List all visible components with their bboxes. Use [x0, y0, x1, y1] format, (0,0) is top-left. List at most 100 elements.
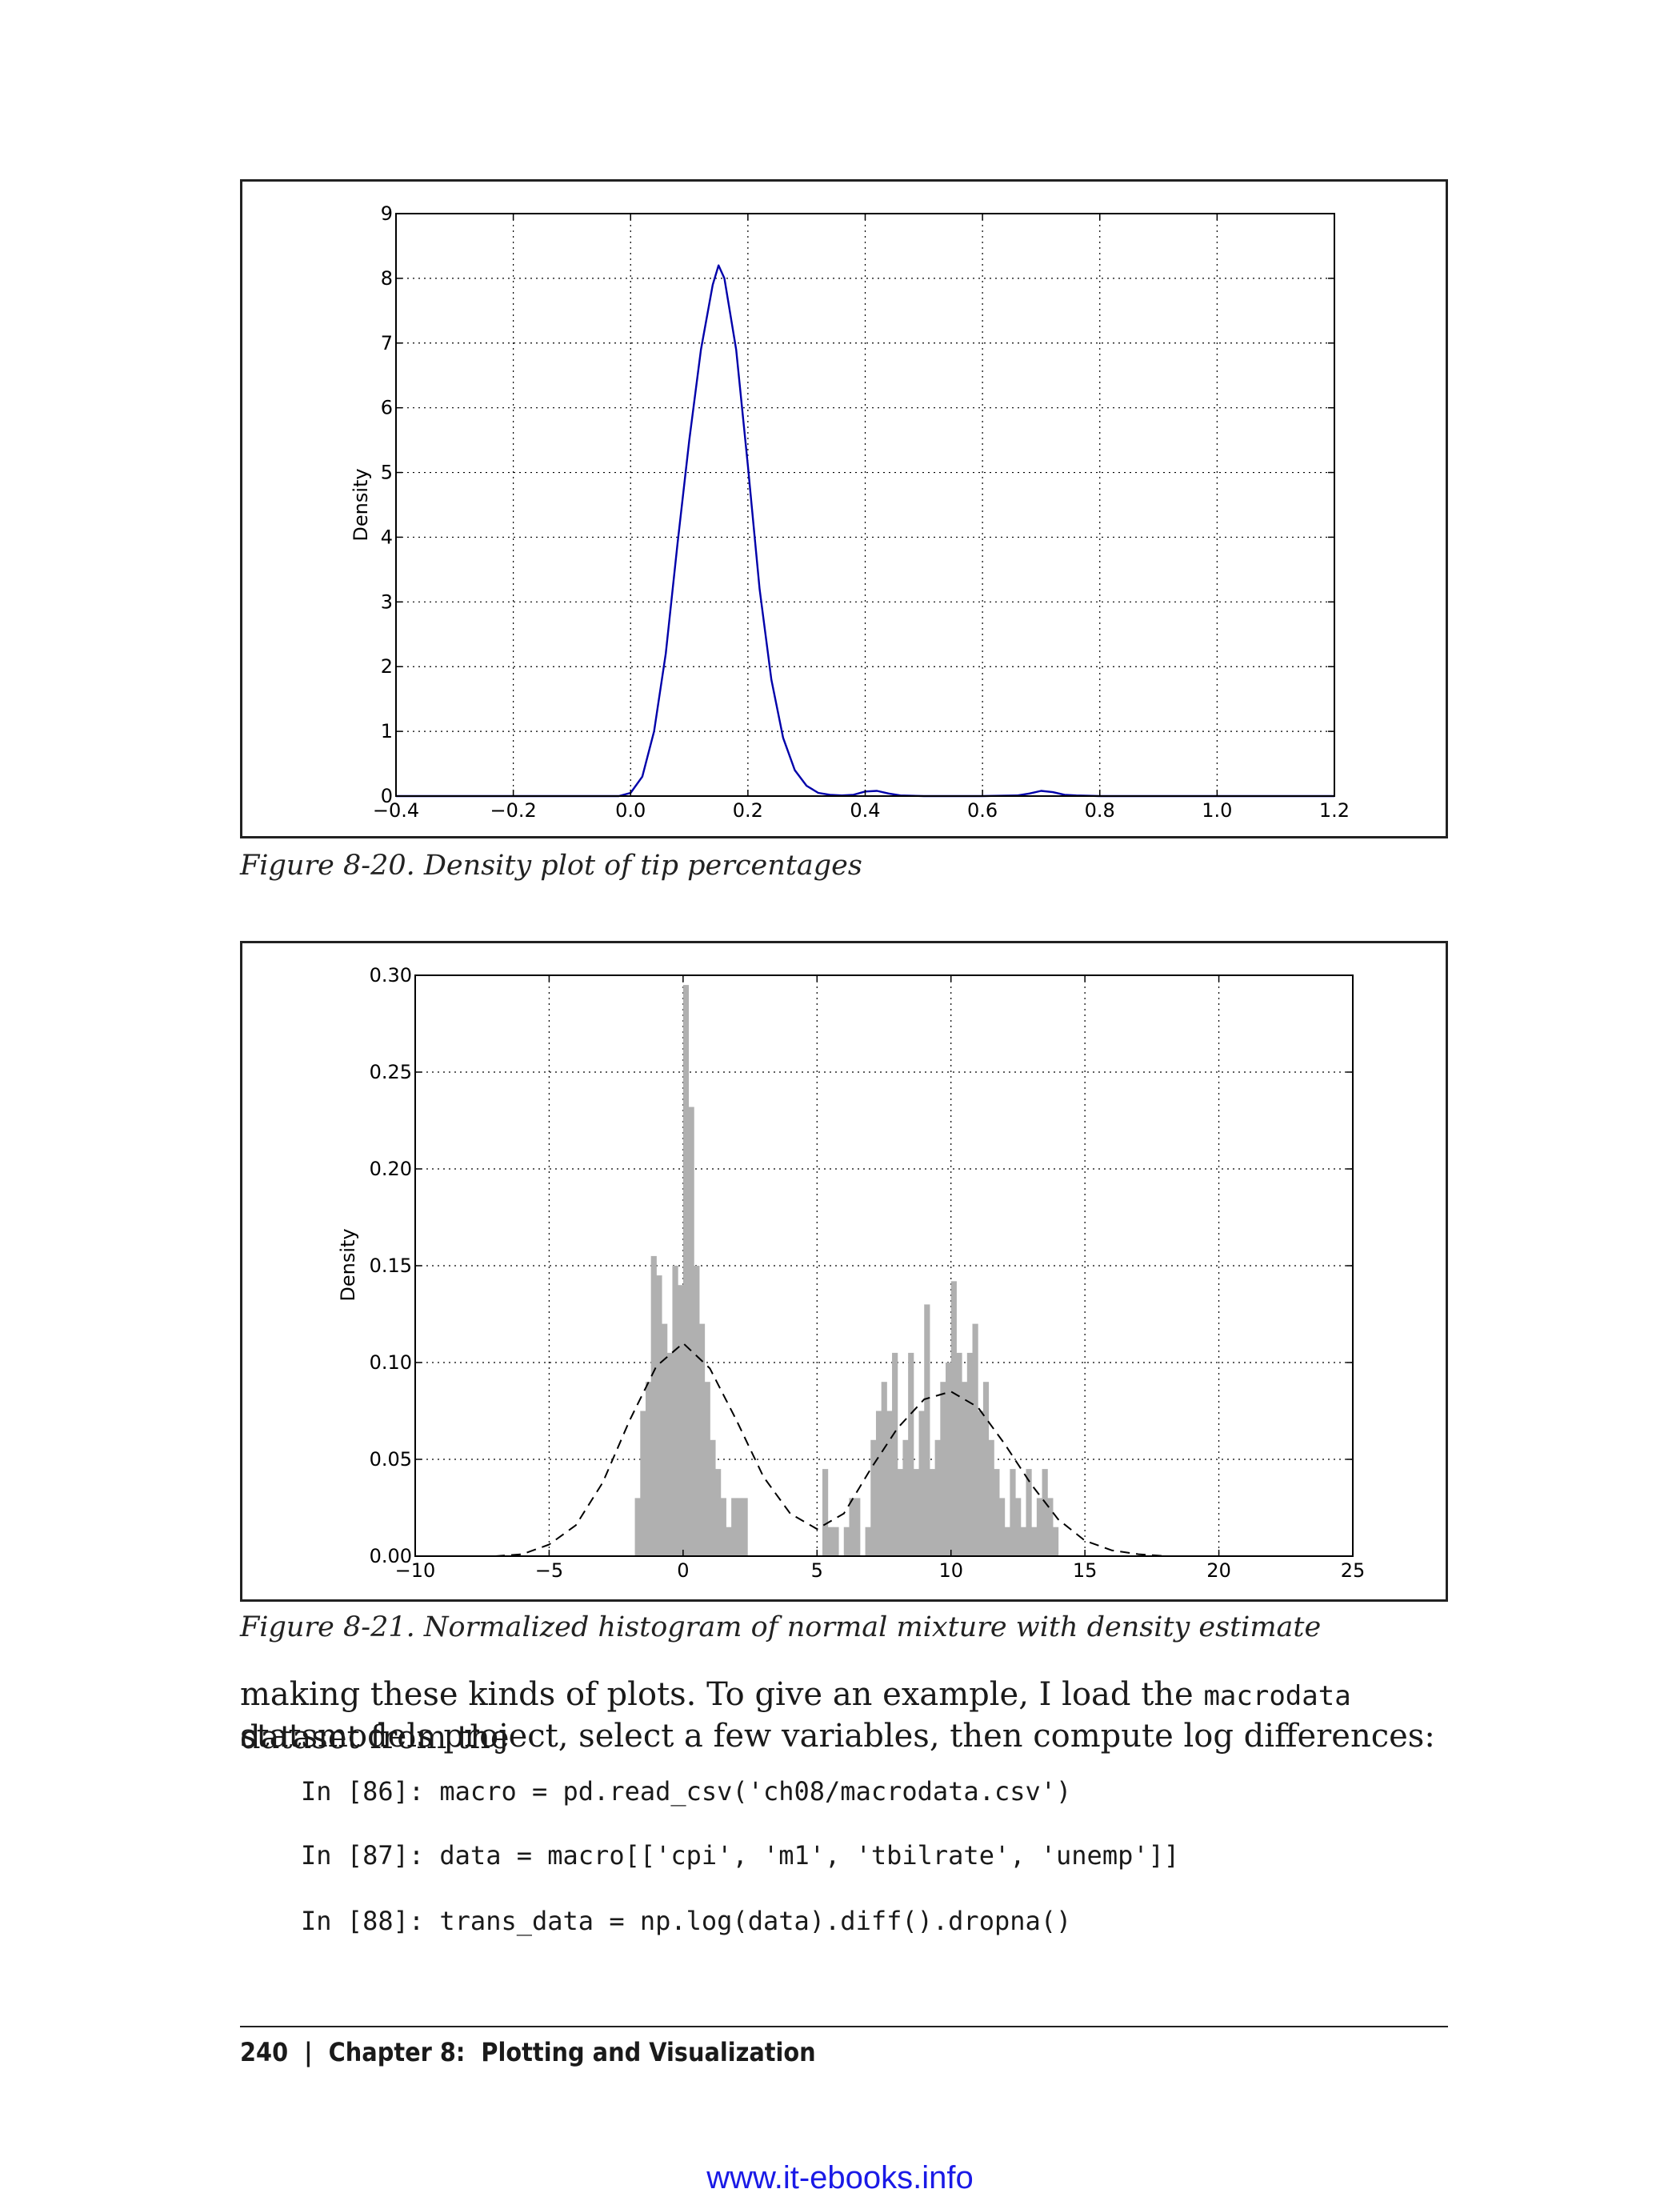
x-tick-label: 0.2 — [733, 799, 763, 822]
histogram-bar — [934, 1439, 941, 1556]
histogram-bar — [688, 1107, 694, 1556]
histogram-bar — [827, 1527, 834, 1556]
code-line: In [88]: trans_data = np.log(data).diff(… — [301, 1906, 1072, 1936]
y-tick-label: 0.10 — [370, 1351, 412, 1374]
watermark-link[interactable]: www.it-ebooks.info — [706, 2160, 974, 2195]
x-tick-label: −0.2 — [490, 799, 536, 822]
histogram-bar — [978, 1411, 984, 1556]
histogram-bar — [666, 1352, 673, 1556]
histogram-bar — [966, 1352, 974, 1556]
histogram-bar — [988, 1439, 994, 1556]
figure-caption: Figure 8-20. Density plot of tip percent… — [240, 850, 862, 882]
histogram-bar — [929, 1469, 936, 1556]
histogram-bar — [710, 1439, 716, 1556]
histogram-bar — [1031, 1527, 1038, 1556]
x-tick-label: 0 — [677, 1559, 689, 1582]
histogram-bar — [833, 1527, 839, 1556]
histogram-bar — [892, 1352, 898, 1556]
density-chart: −0.4 −0.2 0.0 0.2 0.4 0.6 0.8 1.0 1.2 0 1 2 3 4 5 6 7 8 9 D… — [350, 202, 1350, 822]
histogram-bar — [897, 1469, 903, 1556]
x-tick-label: 20 — [1206, 1559, 1231, 1582]
histogram-bar — [1042, 1469, 1048, 1556]
histogram-bar — [672, 1266, 678, 1556]
histogram-bar — [886, 1411, 893, 1556]
histogram-bar — [694, 1266, 700, 1556]
figure-histogram: −10 −5 0 5 10 15 20 25 0.00 0.05 0.10 0.15 0.20 0.25 0… — [240, 941, 1448, 1602]
y-tick-label: 6 — [381, 397, 393, 419]
y-tick-label: 0.25 — [370, 1061, 412, 1083]
x-tick-label: 5 — [811, 1559, 823, 1582]
body-text-line: statsmodels project, select a few variab… — [240, 1715, 1456, 1757]
histogram-bar — [1052, 1527, 1059, 1556]
histogram-bar — [698, 1323, 706, 1556]
code-line: In [86]: macro = pd.read_csv('ch08/macro… — [301, 1776, 1072, 1807]
histogram-bar — [720, 1498, 726, 1556]
histogram-bar — [902, 1439, 909, 1556]
histogram-bar — [854, 1498, 861, 1556]
histogram-bar — [908, 1352, 914, 1556]
y-tick-label: 4 — [381, 526, 393, 548]
y-axis-title: Density — [350, 468, 372, 541]
footer-rule — [240, 2026, 1448, 2027]
y-tick-label: 0 — [381, 785, 393, 807]
x-tick-label: 1.0 — [1202, 799, 1232, 822]
figure-caption: Figure 8-21. Normalized histogram of nor… — [240, 1611, 1322, 1643]
x-tick-label: 0.4 — [850, 799, 880, 822]
y-tick-label: 7 — [381, 332, 393, 354]
histogram-bar — [742, 1498, 748, 1556]
histogram-bar — [656, 1275, 662, 1556]
histogram-bar — [918, 1411, 925, 1556]
x-tick-label: 10 — [938, 1559, 963, 1582]
histogram-bar — [870, 1439, 877, 1556]
histogram-bar — [875, 1411, 882, 1556]
density-estimate-line — [415, 1342, 1353, 1557]
x-tick-label: 0.6 — [967, 799, 998, 822]
histogram-bar — [972, 1323, 978, 1556]
y-tick-label: 1 — [381, 720, 393, 742]
histogram-bar — [1026, 1469, 1032, 1556]
x-tick-label: 25 — [1341, 1559, 1366, 1582]
histogram-bar — [822, 1469, 829, 1556]
y-tick-label: 0.20 — [370, 1158, 412, 1180]
histogram-bar — [736, 1498, 743, 1556]
histogram-bar — [1020, 1527, 1026, 1556]
x-tick-label: 1.2 — [1319, 799, 1350, 822]
histogram-bar — [962, 1382, 968, 1556]
histogram-bar — [645, 1382, 652, 1556]
text-segment: statsmodels project, select a few variab… — [240, 1718, 1435, 1755]
y-axis-title: Density — [337, 1228, 359, 1301]
histogram-bar — [704, 1382, 710, 1556]
histogram-bar — [913, 1469, 920, 1556]
x-tick-label: 15 — [1073, 1559, 1098, 1582]
y-tick-label: 2 — [381, 655, 393, 678]
histogram-chart: −10 −5 0 5 10 15 20 25 0.00 0.05 0.10 0.15 0.20 0.25 0… — [337, 964, 1366, 1582]
histogram-bar — [849, 1498, 855, 1556]
figure-density-plot: −0.4 −0.2 0.0 0.2 0.4 0.6 0.8 1.0 1.2 0 1 2 3 4 5 6 7 8 9 D… — [240, 179, 1448, 838]
histogram-bar — [678, 1285, 684, 1556]
histogram-bar — [715, 1469, 722, 1556]
histogram-bar — [634, 1498, 641, 1556]
histogram-bar — [1010, 1469, 1016, 1556]
x-tick-label: −0.4 — [373, 799, 419, 822]
inline-code: macrodata — [1203, 1680, 1351, 1712]
histogram-bar — [940, 1382, 946, 1556]
text-segment: dataset from the — [240, 1719, 510, 1756]
page-footer: 240 | Chapter 8: Plotting and Visualizat… — [240, 2037, 816, 2067]
y-tick-label: 0.00 — [370, 1545, 412, 1567]
y-tick-label: 9 — [381, 202, 393, 225]
histogram-bar — [982, 1382, 990, 1556]
y-tick-label: 0.05 — [370, 1448, 412, 1471]
histogram-bar — [950, 1281, 957, 1556]
histogram-bar — [843, 1527, 850, 1556]
y-tick-label: 0.15 — [370, 1255, 412, 1277]
histogram-bar — [662, 1323, 668, 1556]
histogram-bar — [726, 1527, 732, 1556]
code-line: In [87]: data = macro[['cpi', 'm1', 'tbi… — [301, 1840, 1180, 1871]
histogram-bar — [881, 1382, 887, 1556]
x-tick-label: −10 — [395, 1559, 436, 1582]
histogram-bar — [731, 1498, 738, 1556]
x-tick-label: 0.0 — [615, 799, 646, 822]
histogram-bar — [998, 1498, 1006, 1556]
histogram-bar — [1015, 1498, 1022, 1556]
y-tick-label: 0.30 — [370, 964, 412, 986]
